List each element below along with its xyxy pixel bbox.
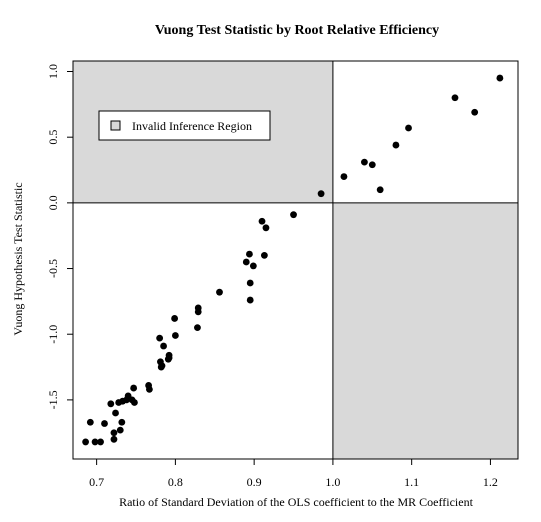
data-point	[246, 250, 253, 258]
legend-label: Invalid Inference Region	[132, 119, 252, 133]
data-point	[86, 418, 94, 426]
data-point	[165, 354, 173, 362]
y-axis: -1.5 -1.0 -0.5 0.0 0.5 1.0	[46, 64, 73, 409]
y-tick-label: 1.0	[46, 64, 60, 79]
data-point	[405, 124, 412, 132]
y-axis-label: Vuong Hypothesis Test Statistic	[11, 182, 25, 335]
x-tick-label: 0.8	[168, 475, 183, 489]
x-axis: 0.7 0.8 0.9 1.0 1.1 1.2	[89, 459, 498, 489]
data-point	[107, 400, 115, 408]
y-tick-label: -0.5	[46, 259, 60, 278]
invalid-regions	[73, 61, 518, 459]
x-tick-label: 0.7	[89, 475, 104, 489]
data-point	[392, 141, 400, 149]
data-point	[317, 190, 325, 198]
data-point	[290, 211, 297, 219]
legend-box	[98, 110, 271, 141]
data-point	[171, 315, 179, 322]
data-point	[82, 438, 90, 446]
y-tick-label: 0.5	[46, 130, 60, 145]
plot-frame	[72, 60, 519, 460]
legend: Invalid Inference Region	[98, 110, 271, 141]
data-point	[110, 429, 118, 437]
data-point	[496, 74, 504, 82]
data-point	[242, 258, 250, 266]
data-point	[110, 435, 118, 443]
data-point	[340, 173, 348, 180]
data-point	[262, 224, 270, 232]
data-point	[118, 418, 126, 426]
data-point	[246, 279, 254, 287]
x-tick-label: 1.2	[483, 475, 498, 489]
data-point	[171, 332, 179, 339]
y-tick-label: 0.0	[46, 195, 60, 210]
y-tick-label: -1.0	[46, 325, 60, 344]
reference-lines	[73, 61, 518, 459]
data-point	[156, 334, 164, 342]
data-point	[249, 262, 257, 270]
data-point	[112, 409, 119, 417]
x-tick-label: 0.9	[247, 475, 262, 489]
x-tick-label: 1.0	[325, 475, 340, 489]
scatter-points	[82, 74, 504, 446]
data-point	[194, 324, 201, 332]
data-point	[451, 94, 459, 102]
data-point	[130, 384, 138, 392]
data-point	[158, 362, 166, 370]
data-point	[376, 186, 384, 194]
data-point	[368, 161, 376, 169]
x-tick-label: 1.1	[404, 475, 419, 489]
data-point	[216, 288, 223, 296]
data-point	[361, 158, 368, 166]
data-point	[97, 438, 104, 446]
data-point	[91, 438, 99, 446]
data-point	[145, 385, 153, 393]
x-axis-label: Ratio of Standard Deviation of the OLS c…	[119, 495, 473, 509]
data-point	[131, 399, 138, 406]
y-tick-label: -1.5	[46, 390, 60, 409]
data-point	[116, 426, 124, 434]
data-point	[194, 308, 202, 316]
data-point	[258, 217, 266, 225]
chart-title: Vuong Test Statistic by Root Relative Ef…	[155, 23, 439, 38]
data-point	[246, 296, 254, 304]
data-point	[260, 252, 268, 259]
data-point	[101, 420, 108, 427]
legend-swatch	[110, 120, 121, 131]
data-point	[160, 342, 167, 350]
data-point	[471, 108, 479, 116]
invalid-region-2	[332, 202, 518, 459]
